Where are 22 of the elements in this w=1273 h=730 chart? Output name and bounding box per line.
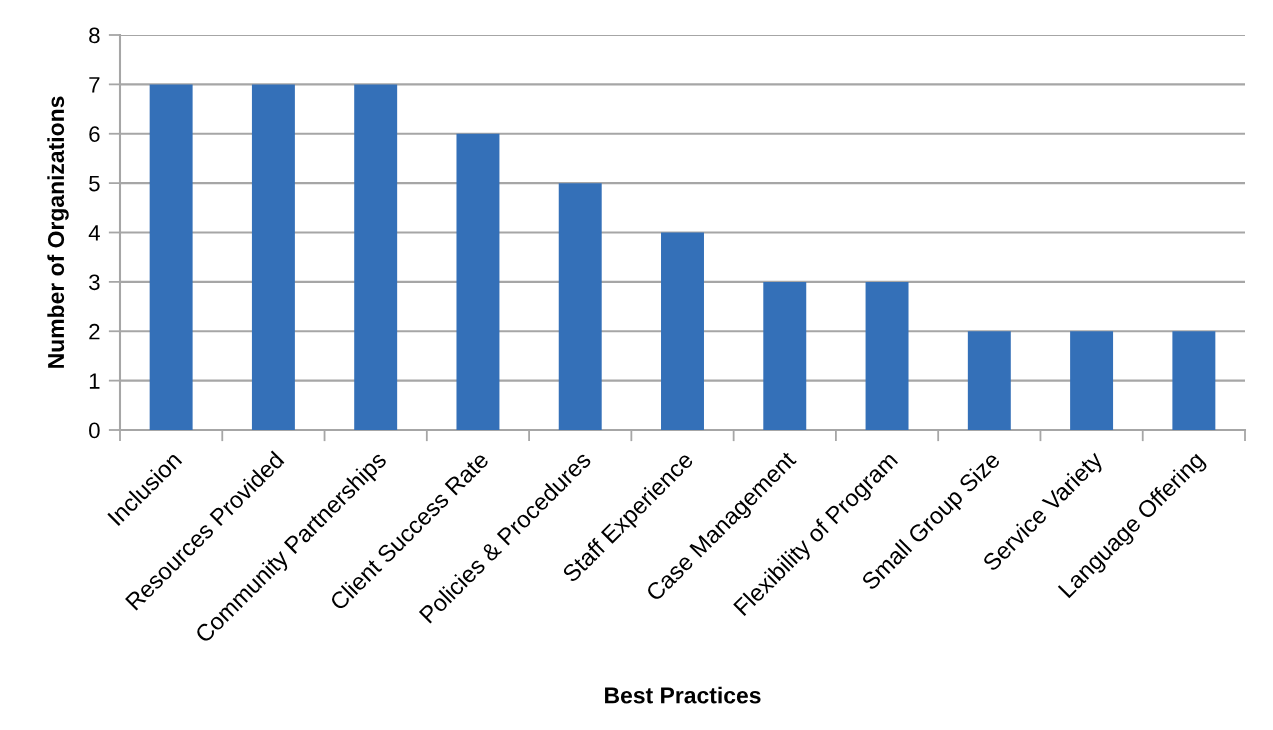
y-tick-label: 0 <box>89 422 100 439</box>
y-tick-label: 6 <box>89 126 100 143</box>
y-tick-label: 1 <box>89 373 100 389</box>
y-tick-label: 3 <box>89 274 100 291</box>
bar <box>149 84 193 430</box>
y-tick-label: 4 <box>88 225 100 241</box>
y-tick-label: 2 <box>89 323 100 340</box>
bar <box>456 133 500 430</box>
bar <box>967 331 1011 430</box>
bar <box>1070 331 1114 430</box>
y-axis-title: Number of Organizations <box>47 96 69 368</box>
y-tick-label: 8 <box>89 27 100 44</box>
y-tick-label: 7 <box>89 77 100 93</box>
bar <box>558 183 602 430</box>
bar <box>354 84 398 430</box>
bar <box>661 232 704 430</box>
x-axis-title: Best Practices <box>605 686 761 704</box>
bar <box>865 281 909 430</box>
bar <box>1172 331 1216 430</box>
bar <box>763 281 807 430</box>
bar <box>251 84 295 430</box>
y-tick-label: 5 <box>89 175 100 192</box>
